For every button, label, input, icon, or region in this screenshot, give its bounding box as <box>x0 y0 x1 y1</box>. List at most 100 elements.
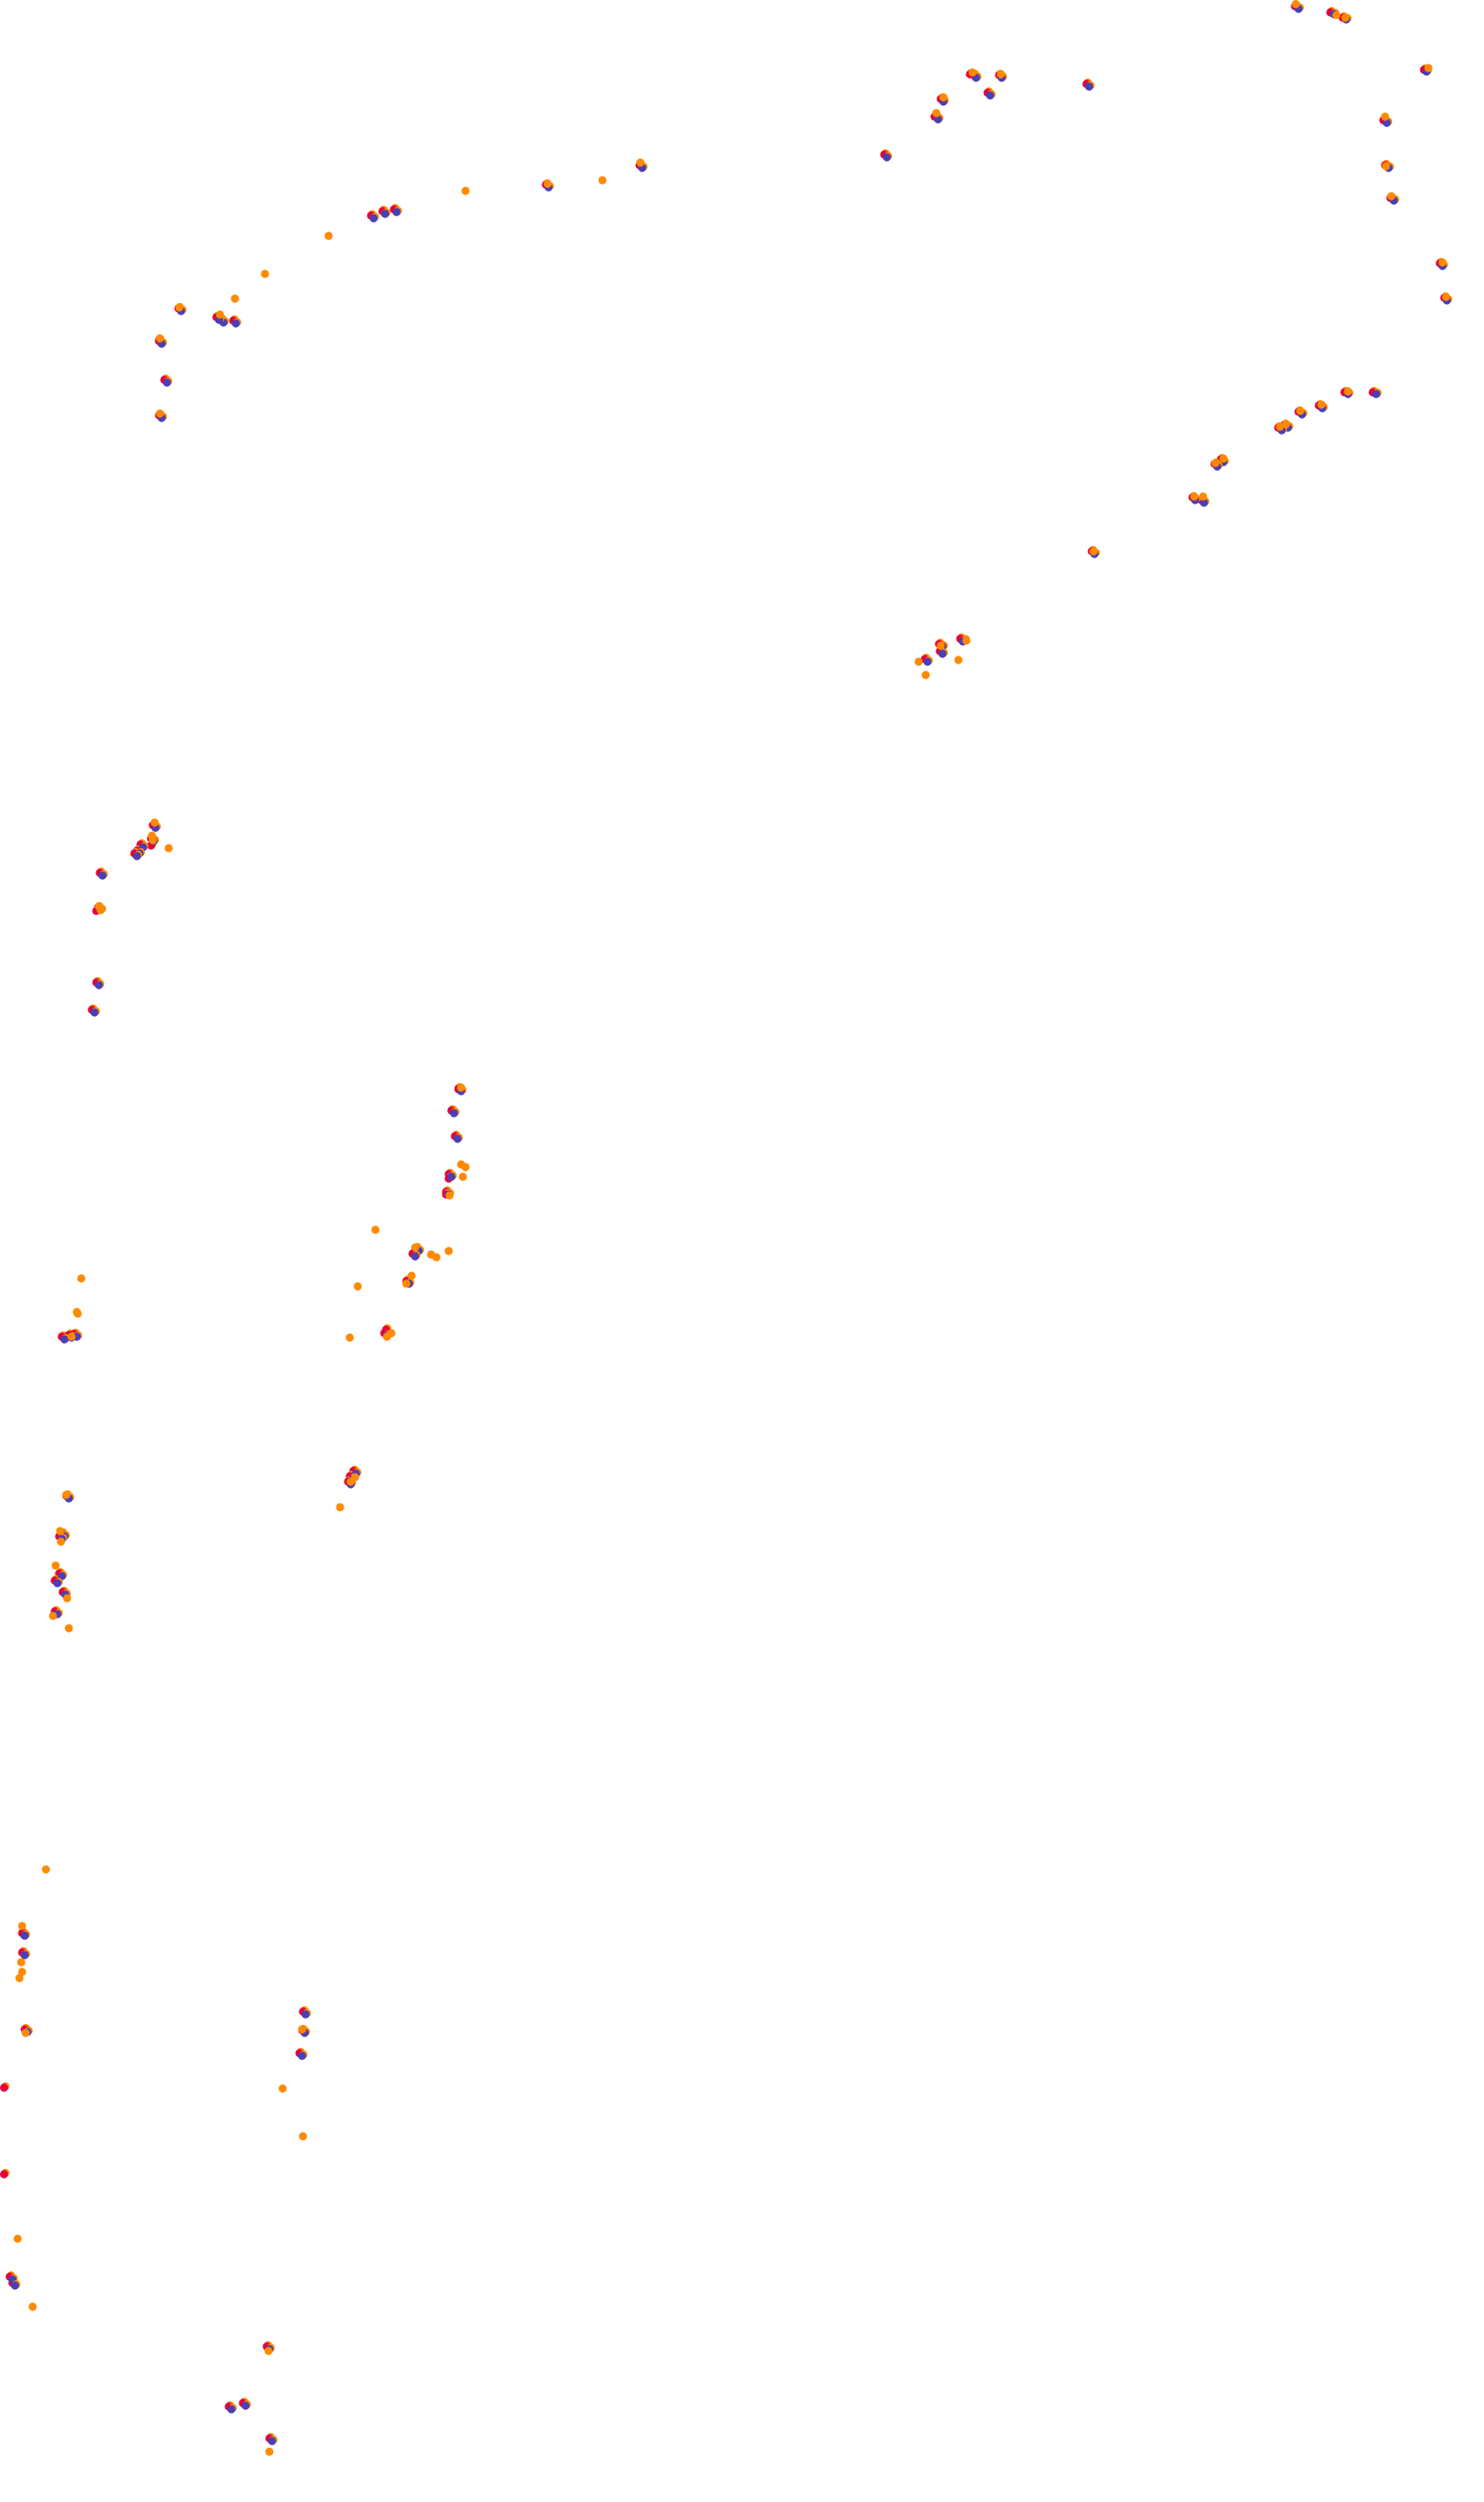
data-point-blue <box>411 1252 420 1261</box>
data-point-blue <box>986 91 995 100</box>
data-point-orange <box>148 836 157 845</box>
data-point-orange <box>954 656 963 664</box>
data-point-orange <box>371 1225 380 1234</box>
data-point-orange <box>996 70 1005 79</box>
data-point-blue <box>241 2401 250 2410</box>
data-point-orange <box>18 1967 26 1976</box>
data-point-orange <box>353 1282 362 1291</box>
data-point-orange <box>1219 454 1228 463</box>
data-point-blue <box>95 981 103 989</box>
data-point-orange <box>1344 387 1352 396</box>
data-point-orange <box>936 641 945 650</box>
data-point-red <box>0 2170 9 2179</box>
data-point-orange <box>57 1537 65 1546</box>
data-point-orange <box>1341 13 1350 22</box>
data-point-orange <box>336 1503 344 1512</box>
data-point-orange <box>968 68 977 77</box>
data-point-orange <box>1199 492 1208 501</box>
data-point-blue <box>132 852 141 861</box>
data-point-blue <box>1382 118 1391 127</box>
data-point-orange <box>427 1250 435 1259</box>
data-point-orange <box>1211 459 1220 467</box>
data-point-orange <box>155 334 164 343</box>
data-point-orange <box>150 818 159 827</box>
data-point-orange <box>921 671 930 679</box>
data-point-orange <box>543 179 552 188</box>
data-point-orange <box>457 1083 466 1092</box>
data-point-orange <box>411 1243 420 1252</box>
data-point-blue <box>227 2405 236 2414</box>
data-point-orange <box>67 1332 76 1341</box>
data-point-blue <box>298 2051 307 2060</box>
data-point-orange <box>598 176 607 185</box>
data-point-blue <box>381 209 390 218</box>
data-point-blue <box>20 1931 29 1940</box>
data-point-blue <box>20 1951 29 1960</box>
data-point-blue <box>938 649 947 658</box>
data-point-orange <box>444 1247 453 1255</box>
data-point-orange <box>636 158 645 167</box>
data-point-orange <box>299 2132 307 2141</box>
data-point-orange <box>278 2084 287 2093</box>
data-point-orange <box>261 269 269 278</box>
data-point-blue <box>90 1008 99 1017</box>
data-point-blue <box>392 208 401 216</box>
data-point-blue <box>231 319 240 328</box>
data-point-orange <box>265 2447 274 2456</box>
data-point-orange <box>56 1527 64 1535</box>
data-point-orange <box>1387 192 1396 201</box>
data-point-orange <box>21 2028 30 2037</box>
scatter-points <box>0 0 1453 2456</box>
data-point-blue <box>163 378 171 387</box>
data-point-orange <box>962 636 971 645</box>
data-point-orange <box>1332 11 1341 19</box>
data-point-blue <box>98 871 107 880</box>
data-point-blue <box>453 1134 462 1143</box>
data-point-orange <box>28 2302 37 2311</box>
data-point-orange <box>1296 406 1305 415</box>
data-point-orange <box>1282 420 1291 428</box>
data-point-orange <box>63 1594 72 1603</box>
data-point-orange <box>96 906 105 914</box>
data-point-blue <box>60 1335 69 1344</box>
data-point-orange <box>1089 547 1098 556</box>
data-point-orange <box>402 1279 411 1288</box>
data-point-orange <box>42 1865 50 1874</box>
data-point-orange <box>382 1332 391 1341</box>
data-point-orange <box>1381 112 1389 121</box>
data-point-orange <box>62 1490 71 1499</box>
data-point-orange <box>445 1191 454 1200</box>
data-point-orange <box>155 409 164 418</box>
data-point-orange <box>264 2347 273 2355</box>
data-point-orange <box>17 1958 26 1967</box>
data-point-orange <box>461 186 470 195</box>
data-point-orange <box>1317 400 1326 409</box>
data-point-blue <box>1372 390 1381 398</box>
data-point-orange <box>73 1309 82 1318</box>
data-point-orange <box>216 310 224 319</box>
data-point-orange <box>1382 162 1390 171</box>
data-point-orange <box>49 1611 57 1620</box>
data-point-orange <box>407 1271 416 1280</box>
data-point-orange <box>932 109 941 118</box>
data-point-orange <box>18 1922 26 1930</box>
data-point-orange <box>914 657 923 666</box>
data-point-blue <box>1200 498 1208 507</box>
data-point-blue <box>882 153 891 162</box>
data-point-blue <box>934 115 943 124</box>
data-point-orange <box>1424 64 1433 72</box>
data-point-orange <box>324 231 333 240</box>
data-point-orange <box>1190 492 1199 501</box>
data-point-blue <box>447 1172 456 1181</box>
data-point-blue <box>369 214 378 223</box>
data-point-orange <box>231 294 239 303</box>
data-point-blue <box>11 2281 19 2290</box>
data-point-blue <box>1085 82 1094 91</box>
data-point-orange <box>1291 0 1300 9</box>
data-point-blue <box>53 1579 62 1588</box>
data-point-orange <box>461 1163 470 1171</box>
data-point-red <box>0 2083 9 2092</box>
data-point-orange <box>164 844 173 853</box>
data-point-orange <box>939 93 948 102</box>
